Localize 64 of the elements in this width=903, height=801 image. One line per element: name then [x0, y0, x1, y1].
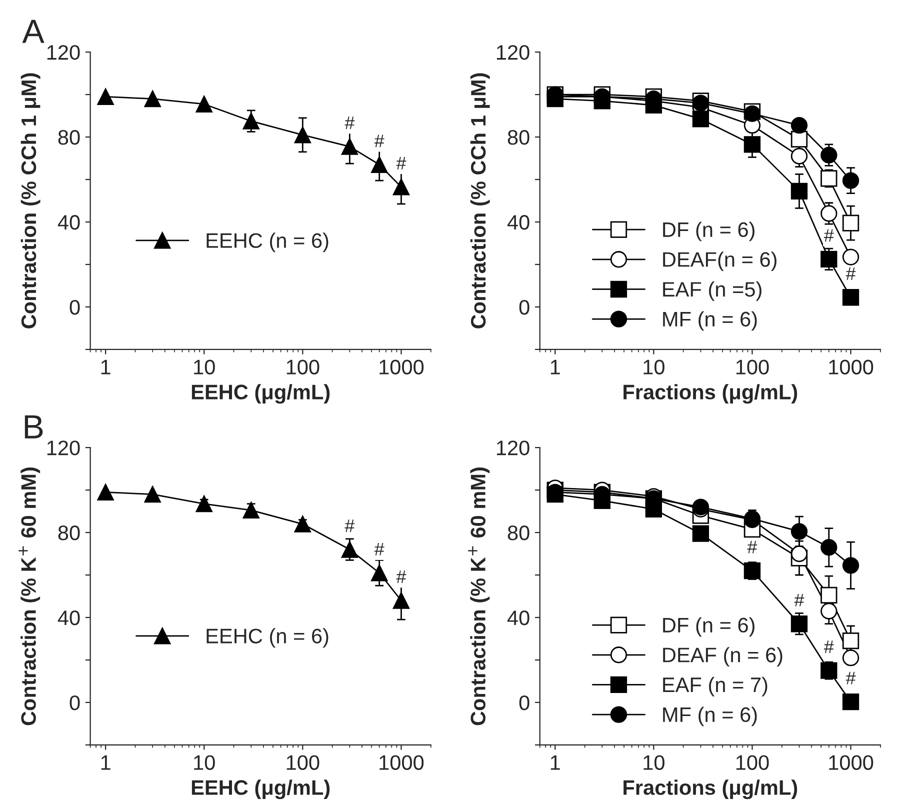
annotation: #: [344, 520, 355, 532]
x-axis-title: Fractions (μg/mL): [624, 780, 798, 800]
y-axis-title: Contraction (% K$^{+}$ 60 mM): [18, 468, 40, 726]
text: B: [24, 415, 43, 438]
annotation: #: [396, 570, 406, 583]
y-tick-label: 80: [58, 526, 80, 540]
y-tick-label: 120: [47, 440, 80, 456]
annotation: #: [824, 640, 834, 654]
annotation: #: [374, 134, 384, 148]
legend-label: EEHC (n = 6): [206, 232, 328, 252]
annotation: #: [747, 540, 758, 554]
x-tick-label: 1: [101, 360, 110, 374]
legend-label: EEHC (n = 6): [206, 628, 328, 648]
y-tick-label: 80: [508, 130, 530, 145]
y-tick-label: 0: [519, 695, 530, 710]
x-tick-label: 1: [550, 755, 560, 770]
y-tick-label: 40: [507, 214, 530, 230]
x-tick-label: 1000: [380, 360, 424, 374]
annotation: #: [794, 594, 804, 606]
y-tick-label: 0: [70, 695, 80, 710]
x-tick-label: 1: [101, 755, 110, 770]
annotation: #: [846, 267, 856, 280]
x-tick-label: 1: [550, 360, 560, 374]
legend-label: DEAF(n = 6): [663, 252, 776, 271]
y-axis-title: Contraction (% K$^{+}$ 60 mM): [468, 468, 490, 726]
y-tick-label: 80: [58, 130, 80, 145]
y-tick-label: 40: [507, 610, 530, 626]
x-tick-label: 100: [286, 755, 320, 770]
y-tick-label: 0: [519, 300, 530, 315]
x-tick-label: 10: [644, 755, 664, 770]
x-tick-label: 100: [286, 360, 320, 374]
x-axis-title: EEHC (μg/mL): [192, 780, 330, 800]
x-tick-label: 10: [194, 360, 215, 374]
y-axis-title: Contraction (% CCh 1 μM): [470, 73, 490, 328]
annotation: #: [846, 672, 856, 684]
y-tick-label: 120: [496, 45, 530, 60]
legend-label: DEAF (n = 6): [663, 647, 782, 666]
annotation: #: [344, 116, 355, 130]
y-tick-label: 120: [496, 440, 530, 456]
x-axis-title: Fractions (μg/mL): [624, 384, 798, 404]
legend-label: EAF (n = 7): [663, 676, 768, 696]
annotation: #: [374, 542, 384, 556]
y-tick-label: 40: [58, 610, 80, 626]
y-tick-label: 80: [508, 526, 530, 540]
legend-label: DF (n = 6): [663, 222, 754, 242]
y-tick-label: 120: [47, 45, 80, 60]
y-tick-label: 40: [58, 214, 80, 230]
x-tick-label: 100: [736, 755, 769, 770]
x-tick-label: 10: [644, 360, 664, 374]
y-axis-title: Contraction (% CCh 1 μM): [20, 73, 40, 328]
x-axis-title: EEHC (μg/mL): [192, 384, 330, 404]
x-tick-label: 10: [194, 755, 215, 770]
x-tick-label: 1000: [829, 360, 874, 374]
annotation: #: [396, 157, 406, 170]
legend-label: DF (n = 6): [663, 617, 754, 637]
y-tick-label: 0: [70, 300, 80, 315]
x-tick-label: 1000: [829, 755, 874, 770]
annotation: #: [824, 229, 834, 242]
legend-label: MF (n = 6): [663, 311, 757, 331]
text: A: [22, 20, 44, 43]
x-tick-label: 100: [736, 360, 769, 374]
legend-label: EAF (n =5): [663, 281, 762, 301]
x-tick-label: 1000: [380, 755, 424, 770]
legend-label: MF (n = 6): [663, 706, 757, 726]
